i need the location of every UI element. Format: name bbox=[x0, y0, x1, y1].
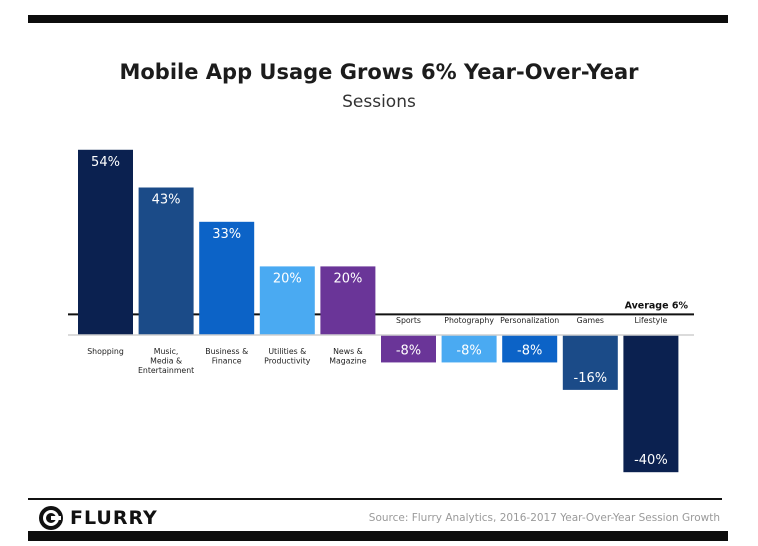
category-label-line: News & bbox=[333, 347, 363, 356]
category-label-line: Lifestyle bbox=[635, 316, 668, 325]
brand-name: FLURRY bbox=[70, 507, 158, 529]
category-label: Personalization bbox=[500, 316, 559, 325]
bar bbox=[78, 149, 133, 335]
category-label-line: Business & bbox=[205, 347, 248, 356]
category-label-line: Productivity bbox=[264, 357, 311, 366]
bar bbox=[259, 266, 315, 335]
bar bbox=[199, 221, 255, 335]
category-label: Shopping bbox=[87, 347, 124, 356]
top-border bbox=[28, 15, 728, 23]
category-label-line: Sports bbox=[396, 316, 421, 325]
bar bbox=[320, 266, 376, 335]
bar bbox=[381, 335, 436, 363]
bar-value-label: -16% bbox=[574, 371, 608, 386]
category-label-line: Media & bbox=[150, 357, 182, 366]
bar-value-label: 20% bbox=[273, 271, 302, 286]
bar-value-label: 20% bbox=[333, 271, 362, 286]
category-label: Utilities & Productivity bbox=[264, 347, 311, 366]
bar-value-label: -8% bbox=[517, 343, 542, 358]
category-label-line: Photography bbox=[444, 316, 494, 325]
bar-value-label: 54% bbox=[91, 155, 120, 170]
bar-value-label: -8% bbox=[456, 343, 481, 358]
bar bbox=[623, 335, 679, 473]
category-label: Business & Finance bbox=[205, 347, 248, 366]
flurry-logo-icon bbox=[39, 506, 63, 530]
chart-title: Mobile App Usage Grows 6% Year-Over-Year bbox=[119, 60, 639, 84]
footer-divider bbox=[28, 498, 722, 500]
category-label: News & Magazine bbox=[329, 347, 366, 366]
bar-value-label: 33% bbox=[212, 227, 241, 242]
category-label: Music, Media & Entertainment bbox=[138, 347, 194, 375]
average-label: Average 6% bbox=[625, 300, 689, 311]
category-label: Lifestyle bbox=[635, 316, 668, 325]
category-label-line: Music, bbox=[154, 347, 179, 356]
category-label-line: Personalization bbox=[500, 316, 559, 325]
chart-subtitle: Sessions bbox=[342, 92, 416, 112]
bar-value-label: -8% bbox=[396, 343, 421, 358]
bar bbox=[562, 335, 618, 390]
brand-logo: FLURRY bbox=[38, 505, 158, 531]
category-label: Games bbox=[577, 316, 604, 325]
category-label-line: Utilities & bbox=[268, 347, 306, 356]
bar-value-label: -40% bbox=[634, 453, 668, 468]
category-label: Photography bbox=[444, 316, 494, 325]
bar-value-label: 43% bbox=[152, 193, 181, 208]
category-label: Sports bbox=[396, 316, 421, 325]
bar bbox=[502, 335, 558, 363]
source-note: Source: Flurry Analytics, 2016-2017 Year… bbox=[368, 512, 720, 524]
bar bbox=[441, 335, 497, 363]
category-label-line: Shopping bbox=[87, 347, 124, 356]
bottom-border bbox=[28, 531, 728, 541]
category-label-line: Magazine bbox=[329, 357, 366, 366]
bar bbox=[138, 187, 194, 335]
category-label-line: Games bbox=[577, 316, 604, 325]
category-label-line: Entertainment bbox=[138, 366, 194, 375]
category-label-line: Finance bbox=[212, 357, 242, 366]
